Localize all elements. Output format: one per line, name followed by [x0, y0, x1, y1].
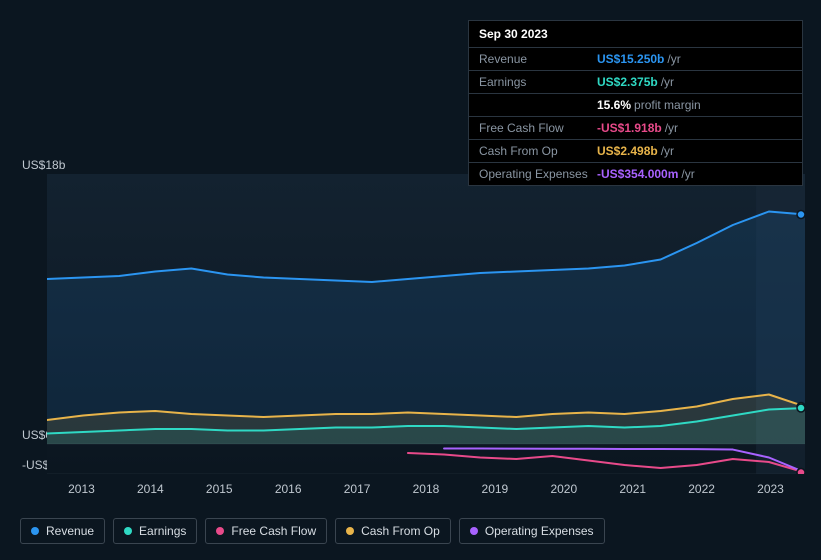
x-tick: 2023 — [736, 482, 805, 498]
legend-swatch — [346, 527, 354, 535]
legend-item-cash-from-op[interactable]: Cash From Op — [335, 518, 451, 544]
legend-item-earnings[interactable]: Earnings — [113, 518, 197, 544]
tooltip-row-label: Earnings — [479, 75, 597, 89]
tooltip-row-label: Cash From Op — [479, 144, 597, 158]
legend-swatch — [124, 527, 132, 535]
legend-swatch — [470, 527, 478, 535]
x-tick: 2019 — [460, 482, 529, 498]
tooltip-row-suffix: /yr — [661, 75, 674, 89]
tooltip-row-suffix: /yr — [681, 167, 694, 181]
tooltip-row-value: 15.6% — [597, 98, 631, 112]
legend-label: Free Cash Flow — [231, 524, 316, 538]
tooltip-row-suffix: /yr — [661, 144, 674, 158]
legend-label: Revenue — [46, 524, 94, 538]
tooltip-row: Operating Expenses-US$354.000m/yr — [469, 163, 802, 185]
tooltip-row: RevenueUS$15.250b/yr — [469, 48, 802, 71]
tooltip-row: 15.6%profit margin — [469, 94, 802, 117]
tooltip-row-suffix: profit margin — [634, 98, 701, 112]
x-tick: 2018 — [392, 482, 461, 498]
legend-item-revenue[interactable]: Revenue — [20, 518, 105, 544]
x-tick: 2021 — [598, 482, 667, 498]
tooltip-row-value: -US$354.000m — [597, 167, 678, 181]
tooltip-row: EarningsUS$2.375b/yr — [469, 71, 802, 94]
legend-swatch — [31, 527, 39, 535]
x-tick: 2020 — [529, 482, 598, 498]
tooltip-body: RevenueUS$15.250b/yrEarningsUS$2.375b/yr… — [469, 48, 802, 185]
tooltip-row: Free Cash Flow-US$1.918b/yr — [469, 117, 802, 140]
tooltip-row-label: Operating Expenses — [479, 167, 597, 181]
x-tick: 2017 — [323, 482, 392, 498]
x-axis: 2013201420152016201720182019202020212022… — [47, 482, 805, 498]
chart-svg — [47, 174, 805, 474]
legend-label: Cash From Op — [361, 524, 440, 538]
y-label-max: US$18b — [22, 158, 65, 172]
legend-label: Operating Expenses — [485, 524, 594, 538]
tooltip-row-value: US$2.498b — [597, 144, 658, 158]
legend-item-operating-expenses[interactable]: Operating Expenses — [459, 518, 605, 544]
x-tick: 2022 — [667, 482, 736, 498]
x-tick: 2016 — [254, 482, 323, 498]
tooltip-date: Sep 30 2023 — [469, 21, 802, 48]
x-tick: 2013 — [47, 482, 116, 498]
tooltip-row-value: US$2.375b — [597, 75, 658, 89]
x-tick: 2014 — [116, 482, 185, 498]
tooltip-row-suffix: /yr — [667, 52, 680, 66]
tooltip-row-label: Free Cash Flow — [479, 121, 597, 135]
legend-item-free-cash-flow[interactable]: Free Cash Flow — [205, 518, 327, 544]
tooltip-row-value: US$15.250b — [597, 52, 664, 66]
financials-chart[interactable]: US$18b US$0 -US$2b 201320142015201620172… — [17, 158, 805, 498]
tooltip-row-label: Revenue — [479, 52, 597, 66]
tooltip-row-suffix: /yr — [665, 121, 678, 135]
legend-swatch — [216, 527, 224, 535]
legend-label: Earnings — [139, 524, 186, 538]
x-tick: 2015 — [185, 482, 254, 498]
tooltip-row: Cash From OpUS$2.498b/yr — [469, 140, 802, 163]
legend: Revenue Earnings Free Cash Flow Cash From O… — [20, 518, 605, 544]
tooltip-row-value: -US$1.918b — [597, 121, 662, 135]
data-tooltip: Sep 30 2023 RevenueUS$15.250b/yrEarnings… — [468, 20, 803, 186]
